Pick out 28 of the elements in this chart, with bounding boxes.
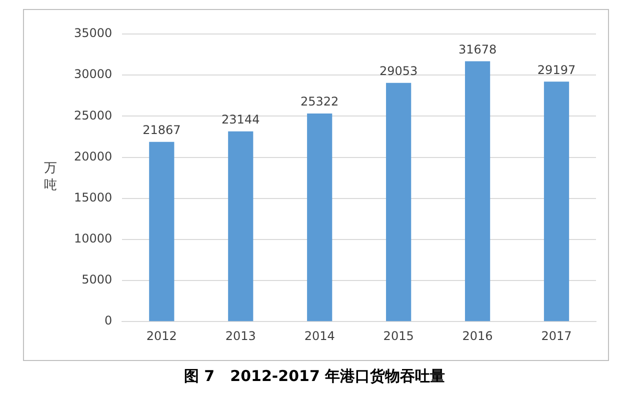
text: 图 7 2012-2017 年港口货物吞吐量 [182, 367, 446, 386]
bar [307, 114, 332, 322]
y-axis-title: 万吨 [44, 160, 58, 194]
y-tick-label: 25000 [74, 108, 112, 122]
y-tick-label: 20000 [74, 149, 112, 164]
x-tick-label: 2015 [383, 328, 414, 343]
y-tick-label: 0 [104, 314, 112, 328]
bar [149, 142, 174, 322]
x-tick-label: 2017 [541, 328, 572, 343]
y-tick-label: 10000 [74, 232, 112, 246]
data-label: 29197 [537, 62, 576, 77]
data-label: 25322 [300, 94, 339, 109]
y-tick-label: 35000 [74, 26, 112, 40]
x-tick-label: 2013 [225, 328, 256, 343]
data-label: 31678 [458, 42, 497, 56]
bar [464, 61, 490, 322]
x-tick-label: 2016 [462, 328, 493, 343]
x-tick-label: 2012 [146, 328, 177, 343]
y-tick-label: 5000 [82, 272, 112, 287]
y-tick-label: 15000 [74, 190, 112, 204]
bar [386, 82, 412, 322]
data-label: 21867 [142, 123, 181, 138]
data-label: 29053 [379, 64, 418, 78]
data-label: 23144 [222, 112, 260, 127]
x-tick-label: 2014 [304, 328, 335, 343]
bar [228, 131, 254, 322]
bar [544, 82, 570, 322]
y-tick-label: 30000 [74, 67, 112, 82]
